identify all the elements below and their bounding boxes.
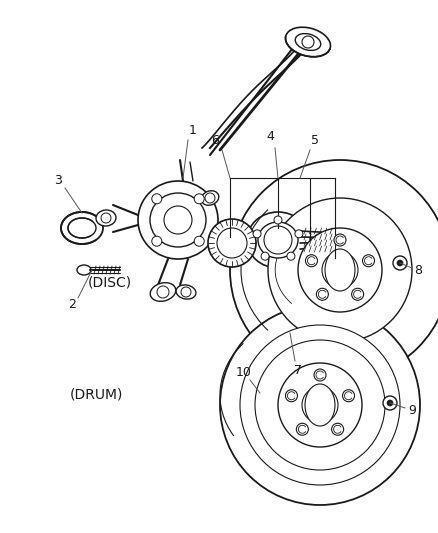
Circle shape (363, 255, 374, 266)
Circle shape (181, 287, 191, 297)
Text: 9: 9 (408, 405, 416, 417)
Circle shape (101, 213, 111, 223)
Circle shape (297, 423, 308, 435)
Ellipse shape (201, 191, 219, 205)
Text: 4: 4 (266, 130, 274, 142)
Ellipse shape (61, 212, 103, 244)
Circle shape (268, 198, 412, 342)
Text: 6: 6 (211, 133, 219, 147)
Ellipse shape (150, 282, 176, 301)
Circle shape (230, 160, 438, 380)
Circle shape (253, 230, 261, 238)
Circle shape (278, 363, 362, 447)
Ellipse shape (305, 384, 335, 426)
Circle shape (152, 194, 162, 204)
Circle shape (316, 288, 328, 300)
Ellipse shape (286, 27, 331, 57)
Circle shape (322, 252, 358, 288)
Circle shape (220, 305, 420, 505)
Circle shape (286, 390, 297, 402)
Circle shape (352, 288, 364, 300)
Circle shape (393, 256, 407, 270)
Circle shape (164, 206, 192, 234)
Text: 3: 3 (54, 174, 62, 188)
Circle shape (217, 228, 247, 258)
Circle shape (205, 193, 215, 203)
Circle shape (261, 252, 269, 260)
Circle shape (194, 236, 204, 246)
Circle shape (240, 325, 400, 485)
Ellipse shape (68, 218, 96, 238)
Text: 7: 7 (294, 365, 302, 377)
Circle shape (314, 369, 326, 381)
Ellipse shape (258, 222, 298, 258)
Circle shape (332, 423, 344, 435)
Circle shape (264, 226, 292, 254)
Circle shape (302, 387, 338, 423)
Ellipse shape (325, 249, 355, 291)
Ellipse shape (96, 210, 116, 226)
Circle shape (287, 252, 295, 260)
Circle shape (387, 400, 393, 406)
Text: (DRUM): (DRUM) (70, 387, 123, 401)
Text: 10: 10 (236, 367, 252, 379)
Circle shape (194, 194, 204, 204)
Circle shape (298, 228, 382, 312)
Text: 5: 5 (311, 133, 319, 147)
Ellipse shape (247, 212, 309, 268)
Circle shape (334, 234, 346, 246)
Ellipse shape (77, 265, 91, 275)
Circle shape (302, 36, 314, 48)
Ellipse shape (138, 181, 218, 259)
Circle shape (397, 260, 403, 266)
Circle shape (305, 255, 318, 266)
Ellipse shape (295, 34, 321, 51)
Circle shape (152, 236, 162, 246)
Ellipse shape (150, 193, 206, 247)
Text: (DISC): (DISC) (88, 276, 131, 289)
Circle shape (274, 216, 282, 224)
Circle shape (383, 396, 397, 410)
Text: 1: 1 (189, 124, 197, 136)
Circle shape (157, 286, 169, 298)
Circle shape (208, 219, 256, 267)
Text: 8: 8 (414, 264, 422, 278)
Circle shape (255, 340, 385, 470)
Circle shape (295, 230, 303, 238)
Ellipse shape (176, 285, 196, 299)
Circle shape (343, 390, 354, 402)
Text: 2: 2 (68, 298, 76, 311)
